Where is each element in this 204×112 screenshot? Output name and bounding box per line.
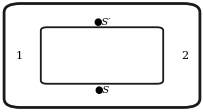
Text: ●S′: ●S′ bbox=[93, 18, 111, 27]
Text: ●S: ●S bbox=[94, 85, 110, 94]
FancyBboxPatch shape bbox=[4, 4, 200, 108]
Text: 1: 1 bbox=[16, 51, 23, 61]
Text: 2: 2 bbox=[181, 51, 188, 61]
FancyBboxPatch shape bbox=[41, 28, 163, 84]
